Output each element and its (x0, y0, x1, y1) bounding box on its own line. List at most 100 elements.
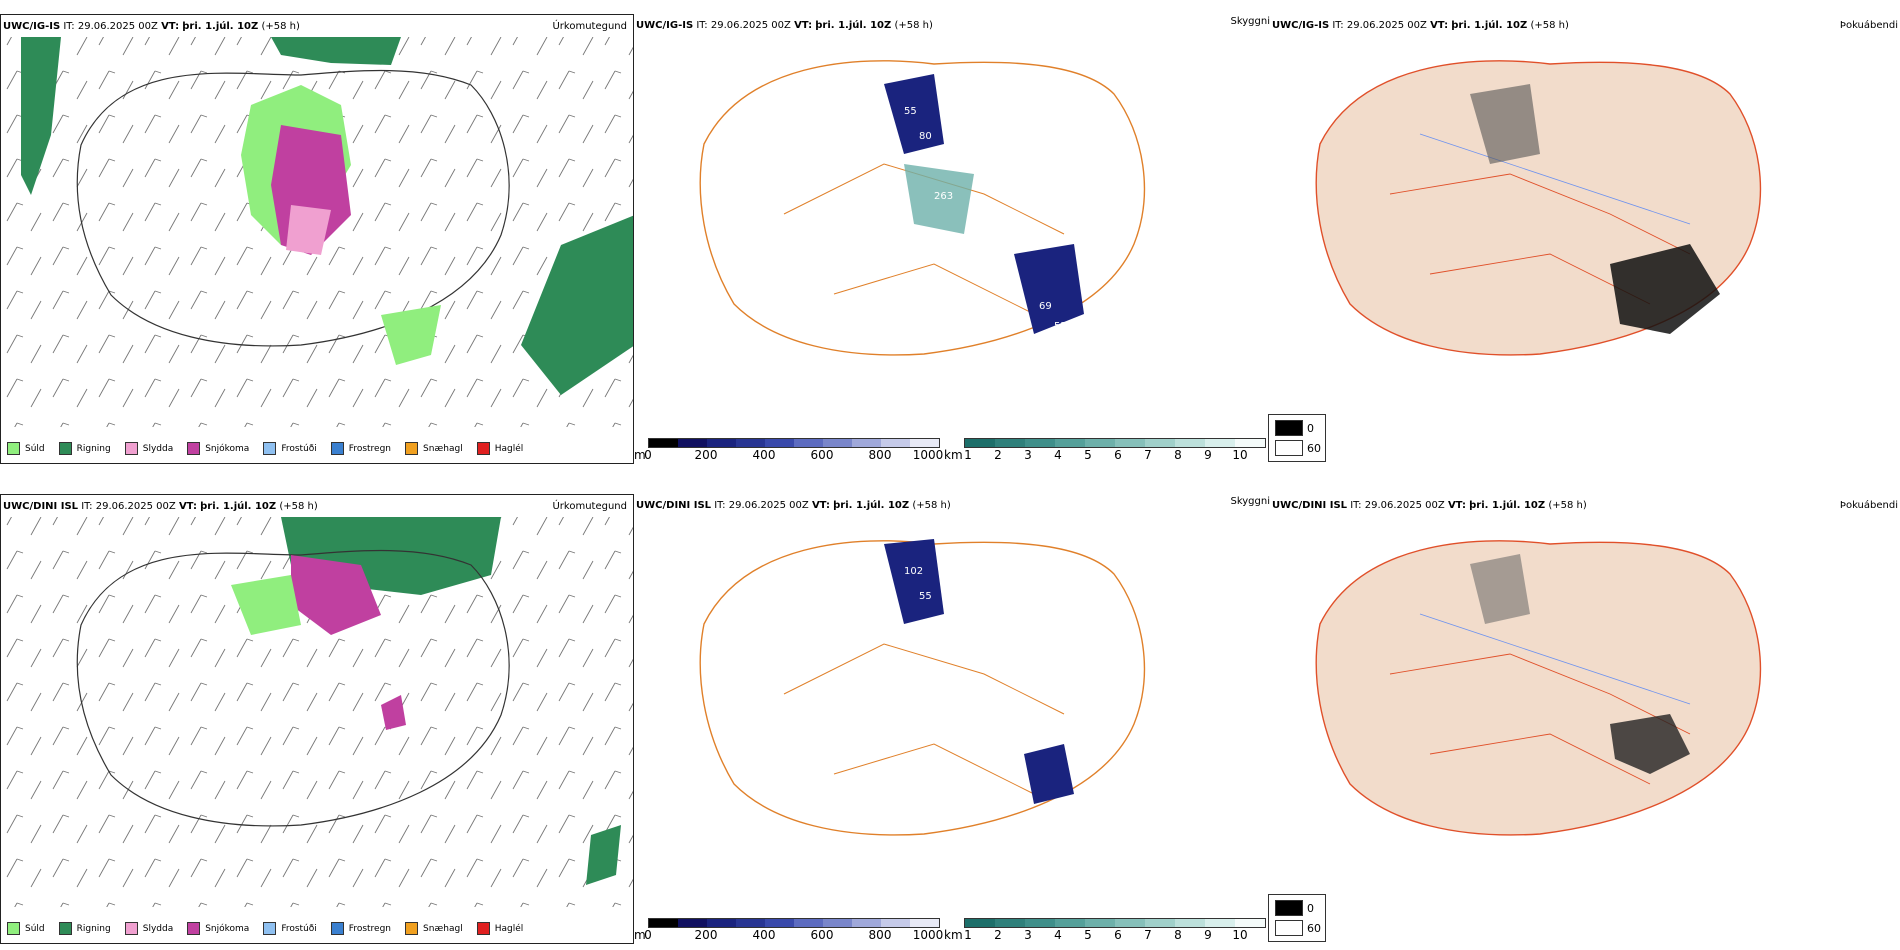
fog-panel-bottom: UWC/DINI ISL IT: 29.06.2025 00Z VT: þri.… (1270, 494, 1900, 944)
tick-label: 1000 (912, 928, 944, 942)
road-network (699, 60, 1146, 356)
cloud-base-area (1014, 244, 1084, 334)
panel-title: UWC/DINI ISL IT: 29.06.2025 00Z VT: þri.… (1272, 500, 1587, 511)
panel-title: UWC/IG-IS IT: 29.06.2025 00Z VT: þri. 1.… (3, 21, 300, 32)
tick-label: 600 (810, 448, 834, 462)
precip-panel-bottom: UWC/DINI ISL IT: 29.06.2025 00Z VT: þri.… (0, 494, 634, 944)
cloud-panel-bottom: UWC/DINI ISL IT: 29.06.2025 00Z VT: þri.… (634, 494, 1270, 944)
tick-label: 400 (752, 448, 776, 462)
cloud-label: 55 (919, 591, 932, 602)
iceland-land (1315, 540, 1762, 836)
visibility-unit: km (944, 448, 963, 462)
tick-label: 1 (964, 448, 972, 462)
tick-label: 800 (868, 928, 892, 942)
tick-label: 8 (1174, 448, 1182, 462)
tick-label: 4 (1054, 448, 1062, 462)
road-network (783, 643, 1065, 795)
legend-item: Snjókoma (187, 922, 249, 935)
rain-area (586, 825, 621, 885)
fog-panel-top: UWC/IG-IS IT: 29.06.2025 00Z VT: þri. 1.… (1270, 14, 1900, 464)
tick-label: 6 (1114, 448, 1122, 462)
height-colorbar: m 0 200 400 600 800 1000 (634, 438, 943, 462)
height-unit: m (634, 448, 646, 462)
legend-item: Frostúði (263, 922, 317, 935)
fog-area (1610, 714, 1690, 774)
precip-type-label: Úrkomutegund (552, 501, 627, 512)
fog-label: Þokuábendi (1839, 500, 1898, 511)
legend-item: Snæhagl (405, 442, 463, 455)
fog-area (1610, 244, 1720, 334)
fog-legend: 0 60 (1268, 894, 1326, 942)
tick-label: 2 (994, 448, 1002, 462)
legend-item: Rigning (58, 922, 111, 935)
cloud-label: 119 (929, 701, 948, 712)
rain-area (521, 215, 633, 395)
legend-item: Slydda (124, 922, 173, 935)
cloud-label: 176 (814, 686, 833, 697)
fog-label: Þokuábendi (1839, 20, 1898, 31)
cloud-base-area (884, 539, 944, 624)
cloud-base-area (884, 74, 944, 154)
cloud-label: 594 (934, 236, 953, 247)
precip-type-label: Úrkomutegund (552, 21, 627, 32)
cloud-map: 102 55 119 176 (699, 539, 1146, 836)
fog-map (1315, 60, 1762, 356)
iceland-coastline (76, 69, 510, 347)
cloud-label: 80 (919, 131, 932, 142)
tick-label: 400 (752, 928, 776, 942)
tick-label: 9 (1204, 448, 1212, 462)
panel-title: UWC/IG-IS IT: 29.06.2025 00Z VT: þri. 1.… (636, 20, 933, 31)
tick-label: 0 (644, 448, 652, 462)
cloud-panel-top: UWC/IG-IS IT: 29.06.2025 00Z VT: þri. 1.… (634, 14, 1270, 464)
cloud-label: 263 (934, 191, 953, 202)
rivers (1419, 133, 1691, 225)
tick-label: 200 (694, 448, 718, 462)
tick-label: 9 (1204, 928, 1212, 942)
rain-area (21, 37, 61, 195)
visibility-colorbar: km 1 2 3 4 5 6 7 8 9 10 (944, 438, 1270, 462)
panel-title: UWC/IG-IS IT: 29.06.2025 00Z VT: þri. 1.… (1272, 20, 1569, 31)
fog-legend: 0 60 (1268, 414, 1326, 462)
cloud-label: 102 (904, 566, 923, 577)
fog-legend-label: 0 (1307, 902, 1314, 915)
fog-legend-label: 0 (1307, 422, 1314, 435)
legend-item: Frostregn (330, 442, 391, 455)
fog-area (1470, 84, 1540, 164)
panel-title: UWC/DINI ISL IT: 29.06.2025 00Z VT: þri.… (636, 500, 951, 511)
precip-panel-top: UWC/IG-IS IT: 29.06.2025 00Z VT: þri. 1.… (0, 14, 634, 464)
legend-item: Súld (7, 922, 45, 935)
height-colorbar: m 0 200 400 600 800 1000 (634, 918, 943, 942)
legend-item: Frostúði (263, 442, 317, 455)
tick-label: 10 (1232, 928, 1248, 942)
visibility-area (904, 164, 974, 234)
tick-label: 0 (644, 928, 652, 942)
fog-legend-label: 60 (1307, 442, 1321, 455)
tick-label: 5 (1084, 928, 1092, 942)
drizzle-area (231, 575, 301, 635)
legend-item: Súld (7, 442, 45, 455)
tick-label: 10 (1232, 448, 1248, 462)
tick-label: 1000 (912, 448, 944, 462)
tick-label: 7 (1144, 928, 1152, 942)
legend-item: Rigning (58, 442, 111, 455)
precip-legend: Súld Rigning Slydda Snjókoma Frostúði Fr… (7, 442, 523, 455)
cloud-label: 55 (904, 106, 917, 117)
fog-legend-label: 60 (1307, 922, 1321, 935)
precip-map (1, 37, 633, 427)
tick-label: 4 (1054, 928, 1062, 942)
tick-label: 6 (1114, 928, 1122, 942)
sleet-area (286, 205, 331, 255)
height-unit: m (634, 928, 646, 942)
precip-legend: Súld Rigning Slydda Snjókoma Frostúði Fr… (7, 922, 523, 935)
cloud-label: 52 (1054, 321, 1067, 332)
tick-label: 3 (1024, 448, 1032, 462)
snow-area (381, 695, 406, 730)
legend-item: Slydda (124, 442, 173, 455)
legend-item: Snjókoma (187, 442, 249, 455)
visibility-colorbar: km 1 2 3 4 5 6 7 8 9 10 (944, 918, 1270, 942)
visibility-label: Skyggni (1230, 496, 1270, 507)
panel-title: UWC/DINI ISL IT: 29.06.2025 00Z VT: þri.… (3, 501, 318, 512)
fog-area (1470, 554, 1530, 624)
precip-map (1, 517, 633, 907)
tick-label: 600 (810, 928, 834, 942)
